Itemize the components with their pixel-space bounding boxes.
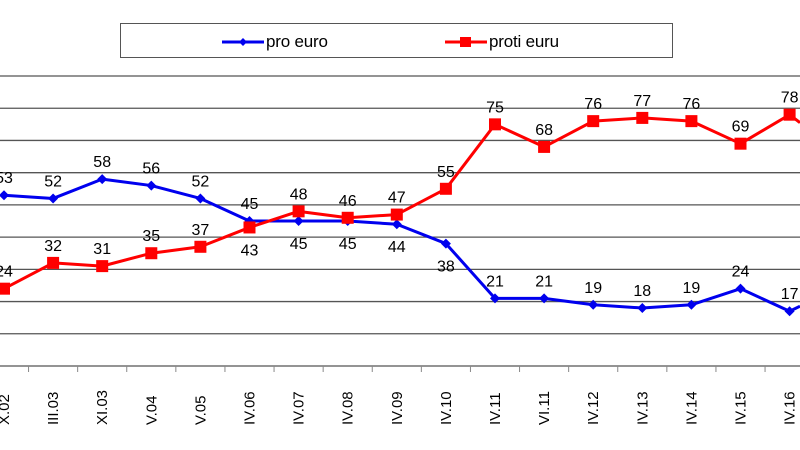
data-label: 58 <box>93 154 111 171</box>
x-axis <box>0 365 800 372</box>
data-label: 48 <box>290 186 308 203</box>
gridlines <box>0 75 800 335</box>
data-label: 69 <box>732 119 750 136</box>
diamond-marker <box>97 174 108 185</box>
data-label: 19 <box>584 280 602 297</box>
legend-label: pro euro <box>266 31 328 51</box>
square-marker <box>489 118 501 131</box>
data-label: 45 <box>241 196 259 213</box>
square-marker <box>587 115 600 128</box>
data-label: 75 <box>486 99 504 116</box>
data-label: 24 <box>732 264 750 281</box>
square-marker <box>636 111 649 124</box>
legend-label: proti euru <box>489 31 559 51</box>
x-axis-label: III.03 <box>45 392 62 425</box>
square-marker <box>734 137 747 150</box>
x-axis-label: IV.14 <box>683 391 700 425</box>
x-axis-label: IV.06 <box>242 391 259 425</box>
data-label: 18 <box>633 283 651 300</box>
data-label: 45 <box>290 236 308 253</box>
series-proti-euru <box>0 108 800 295</box>
x-axis-label: X.02 <box>0 394 13 425</box>
x-axis-label: V.04 <box>143 396 160 425</box>
diamond-marker <box>686 299 697 310</box>
data-label: 47 <box>388 190 406 207</box>
square-marker <box>47 256 60 269</box>
x-axis-label: XI.03 <box>94 390 111 425</box>
x-axis-label: IV.13 <box>634 391 651 425</box>
square-marker <box>292 205 305 218</box>
diamond-line-icon <box>222 37 264 46</box>
series-lines <box>0 108 800 317</box>
square-marker <box>783 108 796 121</box>
diamond-marker <box>195 193 206 204</box>
data-label: 76 <box>683 96 701 113</box>
data-label: 56 <box>142 161 160 178</box>
x-axis-label: IV.11 <box>487 392 504 425</box>
x-axis-label: VI.11 <box>536 391 553 425</box>
square-marker <box>390 208 403 221</box>
x-axis-label: IV.16 <box>782 391 799 425</box>
data-label: 52 <box>44 173 62 190</box>
data-label: 68 <box>535 122 553 139</box>
data-label: 44 <box>388 239 406 256</box>
x-axis-label: V.05 <box>192 396 209 425</box>
data-label: 78 <box>781 90 799 107</box>
diamond-marker <box>637 303 648 314</box>
x-axis-label: IV.08 <box>340 391 357 425</box>
diamond-marker <box>735 283 746 294</box>
diamond-marker <box>0 190 9 201</box>
square-marker <box>243 221 256 234</box>
data-label: 24 <box>0 264 13 281</box>
data-label: 55 <box>437 164 455 181</box>
data-label: 35 <box>142 228 160 245</box>
data-labels: 53 52 58 56 52 45 45 45 44 38 21 21 19 18 19 24 17 24 32 31… <box>0 90 799 304</box>
x-axis-label: IV.15 <box>733 391 750 425</box>
diamond-marker <box>293 216 304 227</box>
data-label: 53 <box>0 170 13 187</box>
x-axis-label: IV.10 <box>438 391 455 425</box>
diamond-marker <box>391 219 402 230</box>
diamond-marker <box>48 193 59 204</box>
square-marker <box>439 182 452 195</box>
diamond-marker <box>539 293 550 304</box>
square-marker <box>0 282 10 295</box>
data-label: 38 <box>437 259 455 276</box>
data-label: 32 <box>44 238 62 255</box>
diamond-marker <box>146 180 157 191</box>
square-marker <box>194 240 207 253</box>
data-label: 31 <box>93 241 111 258</box>
data-label: 43 <box>241 242 259 259</box>
data-label: 19 <box>683 280 701 297</box>
x-axis-label: IV.12 <box>585 391 602 425</box>
legend: pro euro proti euru <box>120 23 673 58</box>
square-marker <box>96 260 109 273</box>
data-label: 21 <box>535 273 553 290</box>
diamond-marker <box>588 299 599 310</box>
square-marker <box>538 140 551 153</box>
legend-item-proti-euru: proti euru <box>445 24 559 59</box>
x-axis-labels: X.02 III.03 XI.03 V.04 V.05 IV.06 IV.07 IV.08 IV… <box>0 390 799 425</box>
square-line-icon <box>445 36 487 47</box>
diamond-marker <box>440 238 451 249</box>
series-pro-euro <box>0 174 800 317</box>
square-marker <box>145 247 158 260</box>
x-axis-label: IV.09 <box>389 391 406 425</box>
data-label: 76 <box>584 96 602 113</box>
square-marker <box>341 211 354 224</box>
square-marker <box>685 115 698 128</box>
data-label: 77 <box>633 93 651 110</box>
diamond-marker <box>490 293 500 304</box>
legend-item-pro-euro: pro euro <box>222 24 328 59</box>
data-label: 45 <box>339 236 357 253</box>
data-label: 17 <box>781 286 799 303</box>
x-axis-label: IV.07 <box>291 391 308 425</box>
diamond-marker <box>784 306 795 317</box>
data-label: 37 <box>192 222 210 239</box>
data-label: 21 <box>486 273 504 290</box>
data-label: 46 <box>339 193 357 210</box>
data-label: 52 <box>192 173 210 190</box>
